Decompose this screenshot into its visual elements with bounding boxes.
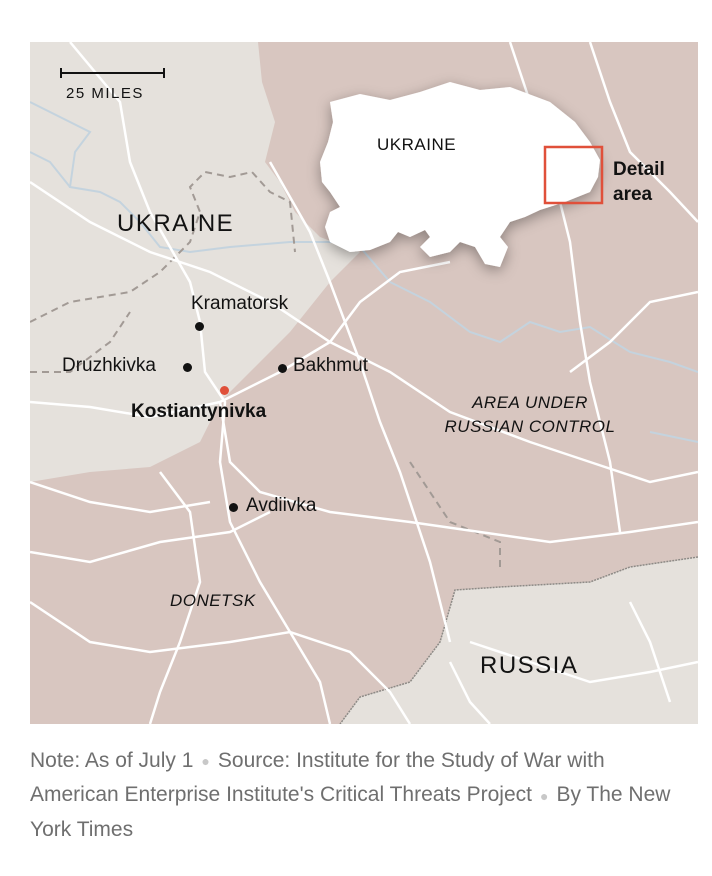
- city-bakhmut: Bakhmut: [293, 355, 368, 376]
- border-line: [339, 556, 698, 724]
- separator-dot: ●: [201, 753, 210, 770]
- scale-bar: [60, 68, 165, 78]
- city-avdiivka: Avdiivka: [246, 495, 317, 516]
- detail-label-line2: area: [613, 184, 653, 205]
- detail-area-label: Detail area: [613, 157, 665, 207]
- footer-notes: Note: As of July 1 ● Source: Institute for…: [30, 744, 690, 847]
- separator-dot: ●: [539, 787, 549, 804]
- inset-ukraine-label: UKRAINE: [377, 135, 457, 154]
- kostiantynivka-dot: [220, 386, 229, 395]
- occupied-label-line2: RUSSIAN CONTROL: [444, 417, 616, 436]
- kramatorsk-dot: [195, 322, 204, 331]
- city-druzhkivka: Druzhkivka: [62, 355, 156, 376]
- bakhmut-dot: [278, 364, 287, 373]
- city-kramatorsk: Kramatorsk: [191, 293, 289, 314]
- druzhkivka-dot: [183, 363, 192, 372]
- credit-text: By The New York Times: [30, 783, 671, 841]
- inset-ukraine-shape: [320, 82, 600, 267]
- occupied-area-label: AREA UNDER RUSSIAN CONTROL: [420, 391, 640, 439]
- detail-label-line1: Detail: [613, 159, 665, 180]
- roads: [30, 42, 698, 724]
- map-base: [30, 42, 698, 724]
- avdiivka-dot: [229, 503, 238, 512]
- city-kostiantynivka: Kostiantynivka: [131, 401, 267, 422]
- admin-boundaries: [30, 170, 501, 572]
- scale-label: 25 MILES: [66, 85, 144, 102]
- detail-area-box: [543, 145, 604, 205]
- donetsk-label: DONETSK: [170, 591, 256, 610]
- occupied-label-line1: AREA UNDER: [472, 393, 588, 412]
- russia-label: RUSSIA: [480, 652, 579, 679]
- note-text: Note: As of July 1: [30, 749, 194, 772]
- russia-area: [340, 557, 698, 724]
- map: 25 MILES UKRAINE RUSSIA AREA UNDER RUSSI…: [30, 42, 698, 724]
- source-text: Source: Institute for the Study of War w…: [30, 749, 605, 807]
- ukraine-label: UKRAINE: [117, 210, 235, 237]
